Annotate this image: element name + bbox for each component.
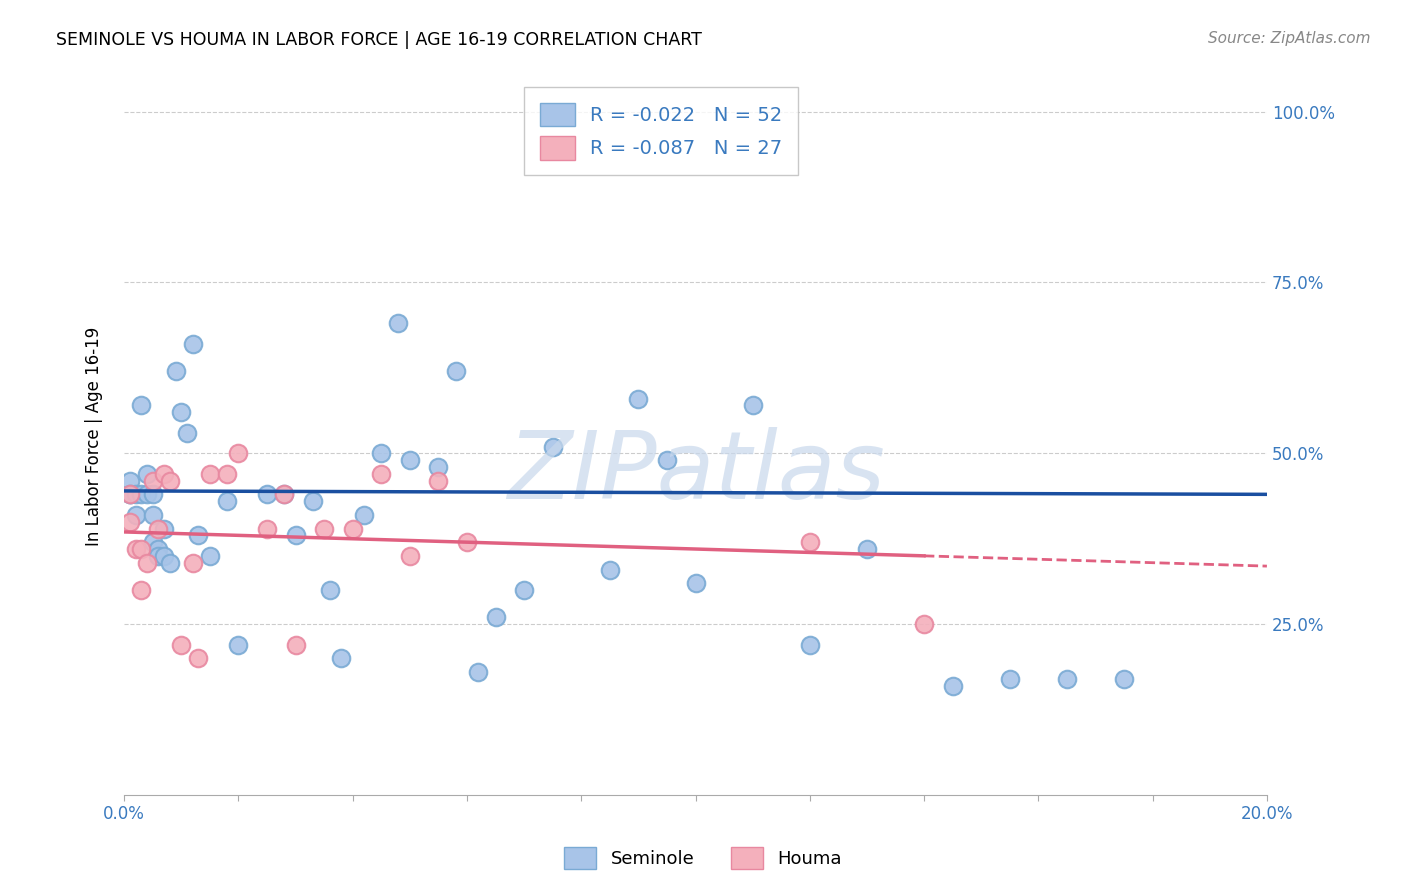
Point: [370, 446, 392, 460]
Point: [124, 487, 146, 501]
Point: [319, 582, 342, 597]
Point: [165, 364, 187, 378]
Point: [256, 522, 278, 536]
Point: [1112, 672, 1135, 686]
Point: [129, 399, 152, 413]
Point: [398, 453, 420, 467]
Point: [912, 617, 935, 632]
Point: [118, 487, 141, 501]
Point: [627, 392, 650, 406]
Y-axis label: In Labor Force | Age 16-19: In Labor Force | Age 16-19: [86, 326, 103, 546]
Point: [330, 651, 353, 665]
Point: [301, 494, 323, 508]
Point: [444, 364, 467, 378]
Point: [599, 562, 621, 576]
Point: [353, 508, 375, 522]
Point: [228, 638, 250, 652]
Point: [159, 474, 181, 488]
Text: Source: ZipAtlas.com: Source: ZipAtlas.com: [1208, 31, 1371, 46]
Point: [655, 453, 678, 467]
Point: [124, 508, 146, 522]
Point: [799, 638, 821, 652]
Point: [153, 549, 176, 563]
Point: [387, 317, 409, 331]
Point: [118, 487, 141, 501]
Point: [284, 528, 307, 542]
Point: [176, 425, 198, 440]
Point: [228, 446, 250, 460]
Point: [148, 541, 170, 556]
Point: [118, 487, 141, 501]
Text: SEMINOLE VS HOUMA IN LABOR FORCE | AGE 16-19 CORRELATION CHART: SEMINOLE VS HOUMA IN LABOR FORCE | AGE 1…: [56, 31, 702, 49]
Point: [215, 467, 238, 481]
Point: [541, 440, 564, 454]
Point: [198, 549, 221, 563]
Point: [456, 535, 478, 549]
Point: [142, 487, 165, 501]
Point: [342, 522, 364, 536]
Point: [284, 638, 307, 652]
Point: [118, 474, 141, 488]
Point: [170, 638, 193, 652]
Text: ZIPatlas: ZIPatlas: [506, 426, 884, 517]
Point: [159, 556, 181, 570]
Point: [136, 556, 159, 570]
Point: [370, 467, 392, 481]
Point: [129, 582, 152, 597]
Point: [215, 494, 238, 508]
Point: [427, 460, 450, 475]
Point: [685, 576, 707, 591]
Point: [187, 528, 209, 542]
Point: [153, 467, 176, 481]
Point: [741, 399, 763, 413]
Point: [181, 556, 204, 570]
Point: [256, 487, 278, 501]
Point: [181, 337, 204, 351]
Point: [142, 535, 165, 549]
Point: [198, 467, 221, 481]
Point: [129, 541, 152, 556]
Point: [942, 679, 965, 693]
Point: [467, 665, 489, 679]
Point: [129, 487, 152, 501]
Point: [513, 582, 536, 597]
Point: [142, 508, 165, 522]
Point: [427, 474, 450, 488]
Point: [118, 515, 141, 529]
Point: [136, 467, 159, 481]
Point: [170, 405, 193, 419]
Point: [998, 672, 1021, 686]
Point: [314, 522, 336, 536]
Point: [273, 487, 295, 501]
Point: [398, 549, 420, 563]
Point: [153, 522, 176, 536]
Point: [187, 651, 209, 665]
Point: [148, 522, 170, 536]
Point: [136, 487, 159, 501]
Point: [148, 549, 170, 563]
Point: [1056, 672, 1078, 686]
Point: [856, 541, 879, 556]
Legend: Seminole, Houma: Seminole, Houma: [557, 839, 849, 876]
Point: [799, 535, 821, 549]
Point: [273, 487, 295, 501]
Point: [124, 541, 146, 556]
Legend: R = -0.022   N = 52, R = -0.087   N = 27: R = -0.022 N = 52, R = -0.087 N = 27: [524, 87, 799, 176]
Point: [142, 474, 165, 488]
Point: [484, 610, 506, 624]
